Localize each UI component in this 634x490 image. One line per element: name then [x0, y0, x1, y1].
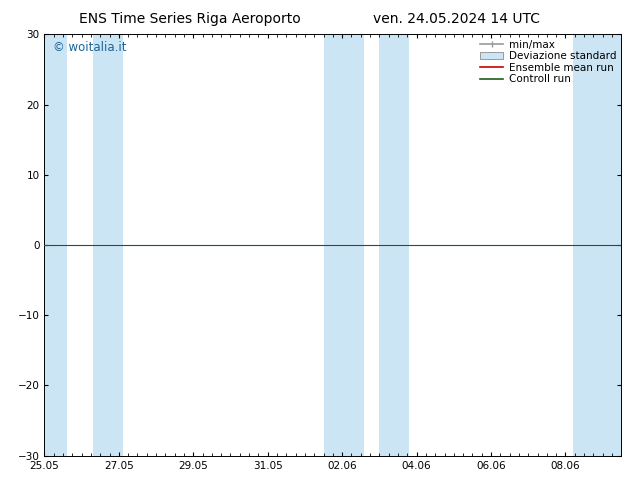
Bar: [379, 34, 409, 456]
Text: ENS Time Series Riga Aeroporto: ENS Time Series Riga Aeroporto: [79, 12, 301, 26]
Text: ven. 24.05.2024 14 UTC: ven. 24.05.2024 14 UTC: [373, 12, 540, 26]
Bar: [93, 34, 122, 456]
Bar: [44, 34, 67, 456]
Text: © woitalia.it: © woitalia.it: [53, 41, 127, 53]
Bar: [323, 34, 365, 456]
Legend: min/max, Deviazione standard, Ensemble mean run, Controll run: min/max, Deviazione standard, Ensemble m…: [479, 37, 618, 86]
Bar: [573, 34, 621, 456]
